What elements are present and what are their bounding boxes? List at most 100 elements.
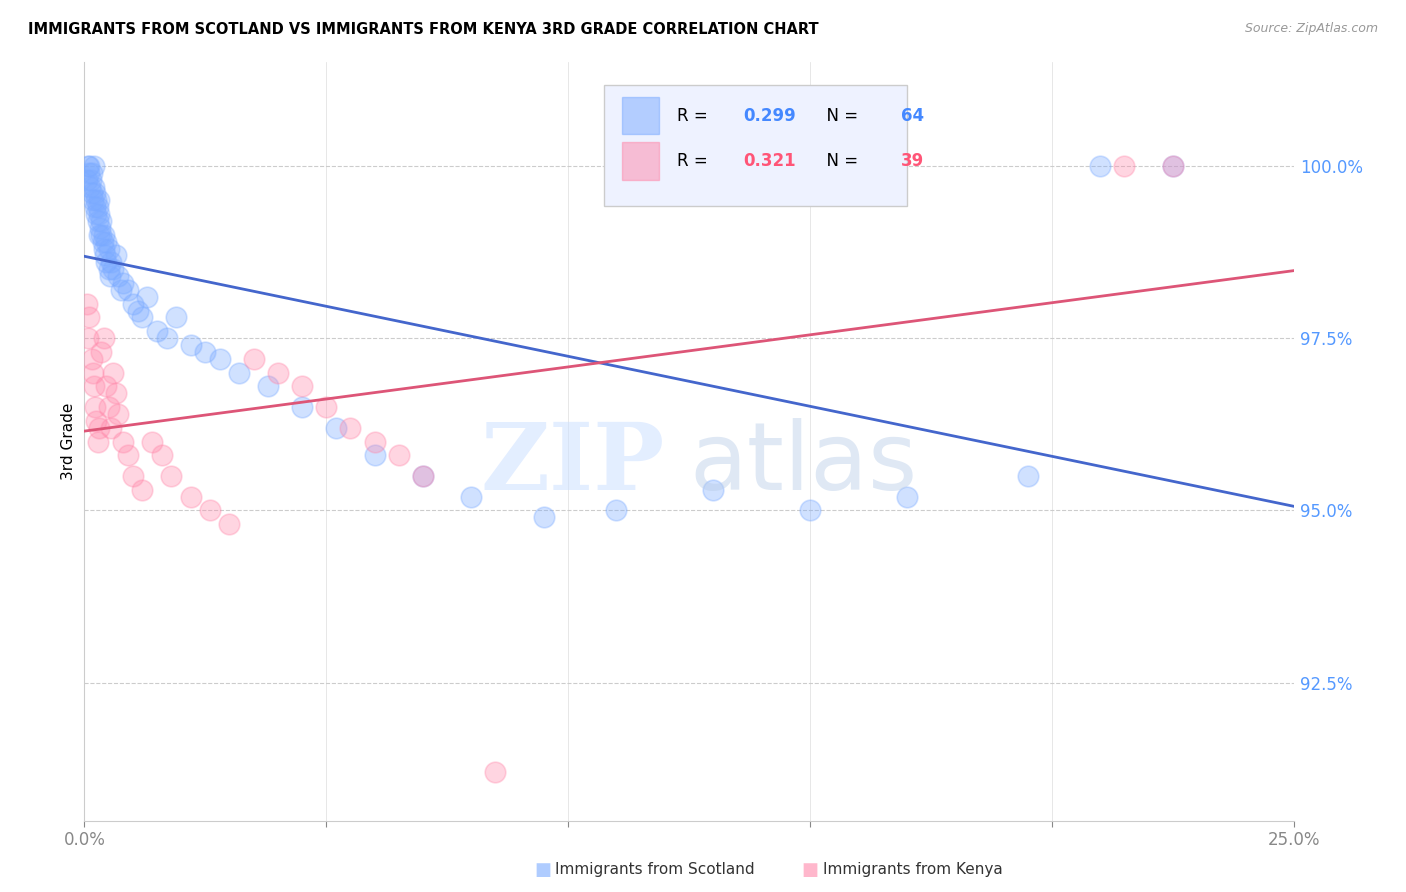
Point xyxy=(127,303,149,318)
Point xyxy=(112,434,135,449)
Point xyxy=(83,159,105,173)
Point xyxy=(87,194,110,208)
Text: Immigrants from Scotland: Immigrants from Scotland xyxy=(555,863,755,877)
Point xyxy=(86,194,108,208)
FancyBboxPatch shape xyxy=(605,85,907,207)
Point xyxy=(104,248,127,262)
Point xyxy=(208,351,231,366)
Point xyxy=(84,200,107,214)
Point xyxy=(87,434,110,449)
Point xyxy=(702,483,724,497)
Point xyxy=(86,207,108,221)
Point xyxy=(84,186,107,201)
Point xyxy=(100,421,122,435)
Point xyxy=(388,448,411,462)
Point xyxy=(97,262,120,277)
Point xyxy=(242,351,264,366)
Point xyxy=(1161,159,1184,173)
Point xyxy=(325,421,347,435)
Point xyxy=(228,366,250,380)
Point xyxy=(291,379,314,393)
Point xyxy=(84,400,107,414)
Text: 39: 39 xyxy=(901,152,924,170)
Point xyxy=(104,386,127,401)
Point xyxy=(110,283,132,297)
Point xyxy=(103,366,125,380)
Point xyxy=(1161,159,1184,173)
Point xyxy=(198,503,221,517)
Point xyxy=(93,227,115,242)
Point xyxy=(83,179,105,194)
Point xyxy=(100,255,122,269)
Point xyxy=(1114,159,1136,173)
Point xyxy=(91,235,114,249)
Point xyxy=(363,434,385,449)
Text: 0.299: 0.299 xyxy=(744,106,796,125)
Point xyxy=(605,503,627,517)
Text: Immigrants from Kenya: Immigrants from Kenya xyxy=(823,863,1002,877)
Point xyxy=(121,296,143,310)
Point xyxy=(79,172,101,186)
Point xyxy=(82,194,104,208)
Text: N =: N = xyxy=(815,152,863,170)
Point xyxy=(150,448,173,462)
Point xyxy=(533,510,555,524)
Point xyxy=(77,331,100,345)
Point xyxy=(80,166,103,180)
Point xyxy=(80,186,103,201)
Point xyxy=(896,490,918,504)
Point xyxy=(94,379,117,393)
Point xyxy=(1017,469,1039,483)
Point xyxy=(339,421,361,435)
Point xyxy=(79,179,101,194)
Point xyxy=(87,421,110,435)
Point xyxy=(98,269,121,284)
Text: ■: ■ xyxy=(534,861,551,879)
Point xyxy=(103,262,125,277)
Point xyxy=(460,490,482,504)
Point xyxy=(180,338,202,352)
Point xyxy=(90,227,112,242)
Point xyxy=(76,172,98,186)
Point xyxy=(180,490,202,504)
Point xyxy=(77,159,100,173)
Point xyxy=(97,242,120,256)
FancyBboxPatch shape xyxy=(623,142,659,180)
Text: ZIP: ZIP xyxy=(481,419,665,509)
Point xyxy=(94,255,117,269)
Point xyxy=(136,290,159,304)
Point xyxy=(291,400,314,414)
Text: R =: R = xyxy=(676,152,713,170)
Point xyxy=(131,483,153,497)
Text: N =: N = xyxy=(815,106,863,125)
Point xyxy=(1088,159,1111,173)
Point xyxy=(94,235,117,249)
FancyBboxPatch shape xyxy=(623,96,659,135)
Text: IMMIGRANTS FROM SCOTLAND VS IMMIGRANTS FROM KENYA 3RD GRADE CORRELATION CHART: IMMIGRANTS FROM SCOTLAND VS IMMIGRANTS F… xyxy=(28,22,818,37)
Point xyxy=(83,379,105,393)
Point xyxy=(412,469,434,483)
Point xyxy=(93,242,115,256)
Point xyxy=(165,310,187,325)
Point xyxy=(117,448,139,462)
Y-axis label: 3rd Grade: 3rd Grade xyxy=(60,403,76,480)
Point xyxy=(363,448,385,462)
Point xyxy=(484,765,506,780)
Point xyxy=(87,214,110,228)
Point xyxy=(155,331,177,345)
Point xyxy=(218,517,240,532)
Text: R =: R = xyxy=(676,106,713,125)
Point xyxy=(131,310,153,325)
Point xyxy=(107,269,129,284)
Point xyxy=(87,207,110,221)
Point xyxy=(90,214,112,228)
Point xyxy=(412,469,434,483)
Point xyxy=(76,296,98,310)
Point xyxy=(80,351,103,366)
Point xyxy=(82,366,104,380)
Point xyxy=(93,331,115,345)
Point xyxy=(97,400,120,414)
Point xyxy=(160,469,183,483)
Text: 0.321: 0.321 xyxy=(744,152,796,170)
Point xyxy=(89,220,111,235)
